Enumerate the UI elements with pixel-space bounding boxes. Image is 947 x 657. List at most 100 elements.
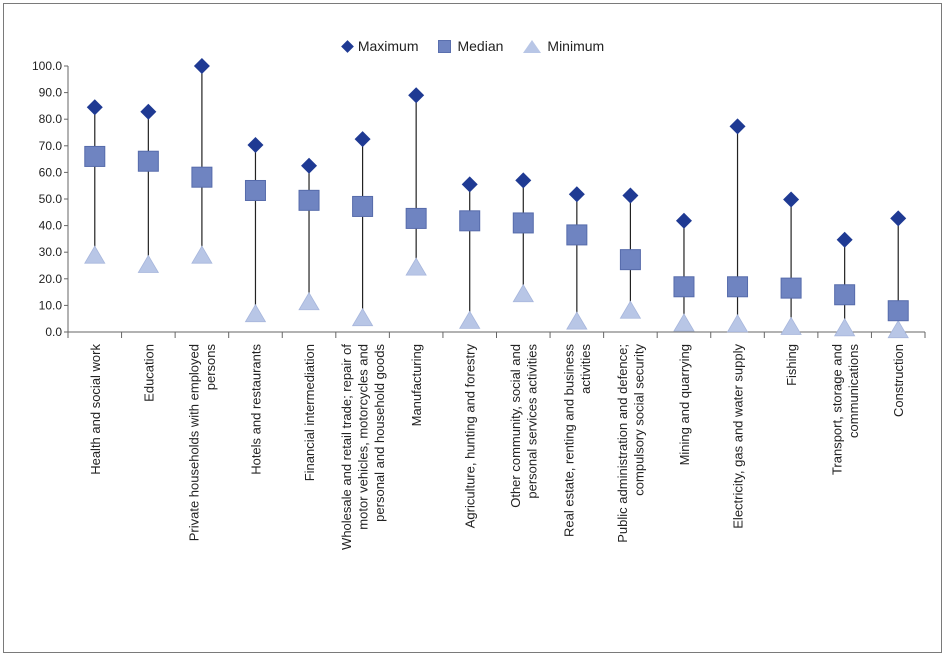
x-category-label: Education bbox=[141, 344, 156, 402]
y-tick-label: 30.0 bbox=[39, 245, 63, 259]
x-category-label: Financial intermediation bbox=[302, 344, 317, 481]
x-category-label-line: motor vehicles, motorcycles and bbox=[356, 344, 371, 530]
point-median bbox=[137, 150, 159, 172]
point-median bbox=[887, 300, 909, 322]
x-category-label-line: Agriculture, hunting and forestry bbox=[463, 344, 478, 529]
x-category-label-line: Health and social work bbox=[88, 344, 103, 475]
x-category-label: Agriculture, hunting and forestry bbox=[463, 344, 478, 529]
x-category-label-line: Electricity, gas and water supply bbox=[731, 344, 746, 529]
point-minimum bbox=[137, 254, 160, 273]
x-category-label-line: Mining and quarrying bbox=[677, 344, 692, 465]
legend-item-maximum: Maximum bbox=[340, 38, 418, 54]
point-median bbox=[566, 224, 588, 246]
x-category-label: Electricity, gas and water supply bbox=[731, 344, 746, 529]
y-tick-label: 80.0 bbox=[39, 112, 63, 126]
x-category-label-line: Hotels and restaurants bbox=[248, 344, 263, 475]
legend-label-minimum: Minimum bbox=[547, 38, 605, 54]
point-median bbox=[352, 195, 374, 217]
point-maximum bbox=[890, 210, 907, 227]
x-category-label: Real estate, renting and business activit… bbox=[562, 344, 594, 537]
legend-item-median: Median bbox=[438, 38, 503, 54]
point-minimum bbox=[351, 307, 374, 327]
point-minimum bbox=[405, 257, 427, 276]
point-maximum bbox=[622, 187, 639, 204]
y-tick-label: 90.0 bbox=[39, 86, 63, 100]
x-category-label: Mining and quarrying bbox=[677, 344, 692, 465]
point-median bbox=[191, 166, 213, 188]
point-minimum bbox=[887, 319, 909, 339]
point-minimum bbox=[833, 318, 856, 337]
point-minimum bbox=[673, 313, 695, 332]
point-maximum bbox=[354, 131, 371, 148]
legend-label-median: Median bbox=[457, 38, 504, 54]
point-maximum bbox=[568, 186, 585, 203]
point-maximum bbox=[515, 172, 532, 189]
x-category-label: Other community, social and personal serv… bbox=[508, 344, 540, 508]
point-median bbox=[244, 179, 266, 201]
point-maximum bbox=[836, 231, 853, 248]
point-maximum bbox=[461, 176, 478, 193]
y-tick-label: 100.0 bbox=[32, 59, 62, 73]
point-minimum bbox=[191, 245, 213, 264]
y-tick-label: 0.0 bbox=[45, 325, 62, 339]
point-minimum bbox=[512, 283, 534, 303]
point-median bbox=[727, 276, 749, 298]
x-category-label: Hotels and restaurants bbox=[248, 344, 263, 475]
x-category-label: Wholesale and retail trade; repair of mot… bbox=[339, 344, 387, 550]
x-category-label-line: Fishing bbox=[784, 344, 799, 386]
point-minimum bbox=[780, 316, 802, 335]
x-category-label: Fishing bbox=[784, 344, 799, 386]
point-median bbox=[780, 277, 802, 299]
x-category-label-line: activities bbox=[578, 344, 593, 394]
point-minimum bbox=[298, 291, 320, 311]
x-category-label-line: Public administration and defence; bbox=[615, 344, 630, 543]
y-tick-label: 10.0 bbox=[39, 298, 63, 312]
point-median bbox=[405, 207, 427, 229]
x-category-label-line: Wholesale and retail trade; repair of bbox=[339, 344, 354, 550]
y-tick-label: 60.0 bbox=[39, 165, 63, 179]
chart-legend: Maximum Median Minimum bbox=[0, 36, 947, 56]
y-tick-label: 40.0 bbox=[39, 219, 63, 233]
y-tick-label: 50.0 bbox=[39, 192, 63, 206]
x-category-label-line: Construction bbox=[891, 344, 906, 417]
x-category-label: Transport, storage and communications bbox=[829, 344, 861, 476]
legend-marker-minimum bbox=[523, 39, 542, 53]
x-category-label: Health and social work bbox=[88, 344, 103, 475]
x-category-label-line: communications bbox=[846, 344, 861, 438]
x-category-label-line: Manufacturing bbox=[409, 344, 424, 426]
point-median bbox=[84, 145, 106, 167]
x-category-label-line: Financial intermediation bbox=[302, 344, 317, 481]
point-median bbox=[834, 284, 856, 306]
point-minimum bbox=[84, 245, 106, 264]
x-category-label: Construction bbox=[891, 344, 906, 417]
x-category-label-line: persons bbox=[203, 344, 218, 391]
y-tick-label: 20.0 bbox=[39, 272, 63, 286]
x-category-label: Private households with employed persons bbox=[187, 344, 219, 542]
point-maximum bbox=[783, 191, 800, 208]
x-category-label: Public administration and defence; compul… bbox=[615, 344, 647, 543]
x-category-label-line: personal and household goods bbox=[372, 344, 387, 522]
point-maximum bbox=[675, 212, 692, 229]
point-minimum bbox=[566, 311, 588, 330]
y-tick-label: 70.0 bbox=[39, 139, 63, 153]
point-maximum bbox=[729, 118, 746, 135]
point-median bbox=[673, 276, 695, 298]
x-category-label-line: Real estate, renting and business bbox=[562, 344, 577, 537]
point-minimum bbox=[619, 300, 642, 319]
point-median bbox=[512, 212, 534, 234]
point-median bbox=[619, 249, 641, 271]
point-maximum bbox=[247, 137, 264, 154]
legend-item-minimum: Minimum bbox=[523, 38, 604, 54]
legend-marker-median bbox=[438, 39, 452, 53]
x-category-label-line: personal services activities bbox=[525, 344, 540, 499]
point-maximum bbox=[86, 99, 103, 116]
x-category-label-line: compulsory social security bbox=[632, 344, 647, 496]
point-maximum bbox=[193, 58, 210, 74]
point-maximum bbox=[408, 87, 425, 104]
x-category-label-line: Education bbox=[141, 344, 156, 402]
point-median bbox=[298, 189, 320, 211]
x-category-label-line: Transport, storage and bbox=[829, 344, 844, 475]
point-median bbox=[459, 210, 481, 232]
point-minimum bbox=[726, 314, 749, 333]
